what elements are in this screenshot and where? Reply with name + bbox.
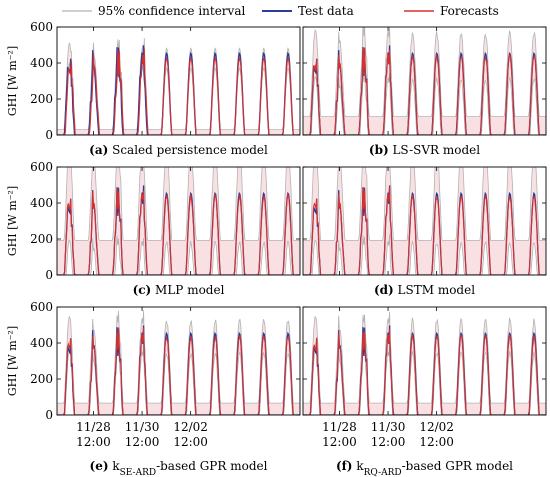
panel-caption: (d) LSTM model: [374, 283, 475, 297]
panel-b: (b) LS-SVR model: [302, 26, 547, 157]
y-tick-label: 400: [30, 56, 53, 70]
panel-caption-text: k: [109, 459, 121, 473]
axes-frame: [302, 166, 547, 276]
plot-area: [303, 167, 546, 275]
axes-frame: [56, 306, 301, 416]
x-tick-label-date: 11/28: [322, 420, 357, 434]
plot-area: [303, 311, 546, 415]
x-tick-label-date: 11/30: [371, 420, 406, 434]
y-tick-label: 0: [45, 128, 53, 142]
ci-upper-line: [303, 27, 546, 117]
panel-label: (b): [369, 143, 389, 157]
plot-area: [57, 167, 300, 275]
axes-frame: [56, 166, 301, 276]
panel-caption: (a) Scaled persistence model: [89, 143, 268, 157]
axes-frame: [302, 26, 547, 136]
x-tick-label-time: 12:00: [419, 435, 454, 449]
panel-caption-rest: -based GPR model: [156, 459, 268, 473]
x-tick-label-time: 12:00: [371, 435, 406, 449]
panel-caption: (b) LS-SVR model: [369, 143, 480, 157]
y-tick-label: 600: [30, 160, 53, 174]
legend-label-forecast: Forecasts: [440, 4, 499, 18]
y-axis-label: GHI [W m⁻²]: [6, 186, 19, 256]
panel-caption-text: MLP model: [151, 283, 224, 297]
series-forecast: [303, 47, 546, 135]
y-tick-label: 200: [30, 232, 53, 246]
panel-label: (c): [133, 283, 152, 297]
plot-area: [57, 310, 300, 415]
ci-upper-line: [303, 167, 546, 241]
series-forecast: [57, 48, 300, 135]
panel-caption-subscript: SE-ARD: [120, 468, 156, 477]
plot-area: [303, 27, 546, 135]
x-tick-label-date: 12/02: [419, 420, 454, 434]
series-forecast: [57, 327, 300, 415]
x-tick-label-date: 12/02: [173, 420, 208, 434]
series-forecast: [303, 186, 546, 275]
panel-caption-text: LS-SVR model: [389, 143, 481, 157]
x-tick-label-time: 12:00: [322, 435, 357, 449]
x-tick-label-date: 11/30: [125, 420, 160, 434]
panel-caption: (c) MLP model: [133, 283, 225, 297]
panel-caption-text: Scaled persistence model: [108, 143, 268, 157]
panel-caption-text: k: [353, 459, 365, 473]
x-tick-label-date: 11/28: [76, 420, 111, 434]
y-tick-label: 0: [45, 408, 53, 422]
panel-label: (e): [90, 459, 109, 473]
panels: 0 200 400 600 GHI [W m⁻²] (a) Scaled persiste…: [6, 20, 547, 477]
axes-frame: [56, 26, 301, 136]
ci-upper-line: [57, 167, 300, 241]
y-tick-label: 600: [30, 300, 53, 314]
axes-frame: [302, 306, 547, 416]
panel-d: (d) LSTM model: [302, 166, 547, 297]
panel-label: (a): [89, 143, 108, 157]
panel-caption-subscript: RQ-ARD: [364, 468, 402, 477]
panel-caption: (e) kSE-ARD-based GPR model: [90, 459, 268, 477]
x-tick-label-time: 12:00: [125, 435, 160, 449]
confidence-band: [57, 38, 300, 135]
x-tick-label-time: 12:00: [173, 435, 208, 449]
panel-caption: (f) kRQ-ARD-based GPR model: [336, 459, 513, 477]
panel-label: (f): [336, 459, 353, 473]
panel-label: (d): [374, 283, 394, 297]
confidence-band: [303, 167, 546, 275]
ci-lower-line: [303, 71, 546, 135]
series-forecast: [303, 328, 546, 415]
confidence-band: [57, 167, 300, 275]
x-tick-label-time: 12:00: [76, 435, 111, 449]
y-tick-label: 400: [30, 336, 53, 350]
plot-area: [57, 37, 300, 135]
y-tick-label: 200: [30, 372, 53, 386]
panel-caption-text: LSTM model: [394, 283, 475, 297]
y-tick-label: 600: [30, 20, 53, 34]
ci-lower-line: [303, 345, 546, 415]
panel-a: 0 200 400 600 GHI [W m⁻²] (a) Scaled persiste…: [6, 20, 301, 157]
y-axis-label: GHI [W m⁻²]: [6, 46, 19, 116]
panel-c: 0 200 400 600 GHI [W m⁻²] (c) MLP model: [6, 160, 301, 297]
legend: 95% confidence interval Test data Foreca…: [62, 4, 499, 18]
series-forecast: [57, 187, 300, 275]
y-tick-label: 200: [30, 92, 53, 106]
y-axis-label: GHI [W m⁻²]: [6, 326, 19, 396]
legend-label-ci: 95% confidence interval: [98, 4, 245, 18]
legend-label-test: Test data: [298, 4, 354, 18]
panel-caption-rest: -based GPR model: [402, 459, 514, 473]
y-tick-label: 0: [45, 268, 53, 282]
y-tick-label: 400: [30, 196, 53, 210]
